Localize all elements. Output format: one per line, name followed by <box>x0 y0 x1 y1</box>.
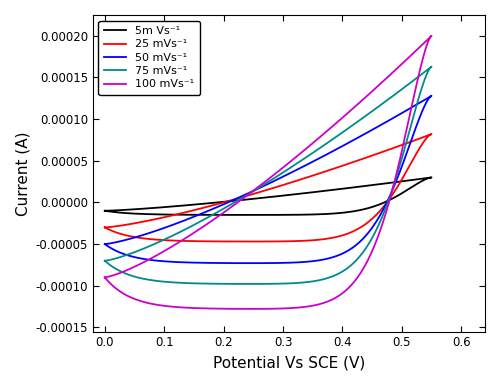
50 mVs⁻¹ <box>120 251 126 256</box>
75 mVs⁻¹ <box>120 270 126 275</box>
100 mVs⁻¹ <box>402 59 408 63</box>
50 mVs⁻¹ <box>102 242 108 246</box>
25 mVs⁻¹ <box>240 239 246 244</box>
Line: 75 mVs⁻¹: 75 mVs⁻¹ <box>105 67 432 284</box>
25 mVs⁻¹ <box>402 141 408 146</box>
Line: 25 mVs⁻¹: 25 mVs⁻¹ <box>105 134 432 241</box>
100 mVs⁻¹ <box>428 33 434 38</box>
Legend: 5m Vs⁻¹, 25 mVs⁻¹, 50 mVs⁻¹, 75 mVs⁻¹, 100 mVs⁻¹: 5m Vs⁻¹, 25 mVs⁻¹, 50 mVs⁻¹, 75 mVs⁻¹, 1… <box>98 20 200 95</box>
75 mVs⁻¹ <box>135 248 141 253</box>
5m Vs⁻¹ <box>102 208 108 213</box>
75 mVs⁻¹ <box>402 84 408 89</box>
50 mVs⁻¹ <box>120 251 126 256</box>
25 mVs⁻¹ <box>120 232 126 237</box>
100 mVs⁻¹ <box>135 263 141 267</box>
Y-axis label: Current (A): Current (A) <box>15 131 30 216</box>
75 mVs⁻¹ <box>120 270 126 275</box>
50 mVs⁻¹ <box>246 261 252 266</box>
75 mVs⁻¹ <box>240 282 246 286</box>
25 mVs⁻¹ <box>102 225 108 230</box>
75 mVs⁻¹ <box>102 258 108 263</box>
Line: 50 mVs⁻¹: 50 mVs⁻¹ <box>105 96 432 263</box>
5m Vs⁻¹ <box>120 211 126 215</box>
25 mVs⁻¹ <box>428 132 434 136</box>
25 mVs⁻¹ <box>135 220 141 225</box>
5m Vs⁻¹ <box>102 208 108 213</box>
Line: 100 mVs⁻¹: 100 mVs⁻¹ <box>105 36 432 309</box>
75 mVs⁻¹ <box>102 258 108 263</box>
5m Vs⁻¹ <box>402 179 408 183</box>
100 mVs⁻¹ <box>247 306 253 311</box>
100 mVs⁻¹ <box>120 291 126 296</box>
100 mVs⁻¹ <box>420 42 426 47</box>
5m Vs⁻¹ <box>240 213 246 217</box>
75 mVs⁻¹ <box>428 64 434 69</box>
50 mVs⁻¹ <box>135 234 141 239</box>
50 mVs⁻¹ <box>240 261 246 265</box>
100 mVs⁻¹ <box>120 291 126 296</box>
75 mVs⁻¹ <box>420 71 426 76</box>
X-axis label: Potential Vs SCE (V): Potential Vs SCE (V) <box>213 355 365 370</box>
5m Vs⁻¹ <box>246 213 252 217</box>
25 mVs⁻¹ <box>248 239 254 244</box>
50 mVs⁻¹ <box>402 109 408 113</box>
5m Vs⁻¹ <box>135 207 141 211</box>
5m Vs⁻¹ <box>420 176 426 181</box>
25 mVs⁻¹ <box>102 225 108 230</box>
100 mVs⁻¹ <box>240 306 246 311</box>
5m Vs⁻¹ <box>428 175 434 180</box>
25 mVs⁻¹ <box>420 135 426 140</box>
50 mVs⁻¹ <box>420 99 426 103</box>
5m Vs⁻¹ <box>120 211 126 215</box>
Line: 5m Vs⁻¹: 5m Vs⁻¹ <box>105 177 432 215</box>
50 mVs⁻¹ <box>102 242 108 246</box>
75 mVs⁻¹ <box>246 282 252 286</box>
50 mVs⁻¹ <box>428 94 434 98</box>
25 mVs⁻¹ <box>120 233 126 237</box>
100 mVs⁻¹ <box>102 275 108 280</box>
100 mVs⁻¹ <box>102 275 108 280</box>
